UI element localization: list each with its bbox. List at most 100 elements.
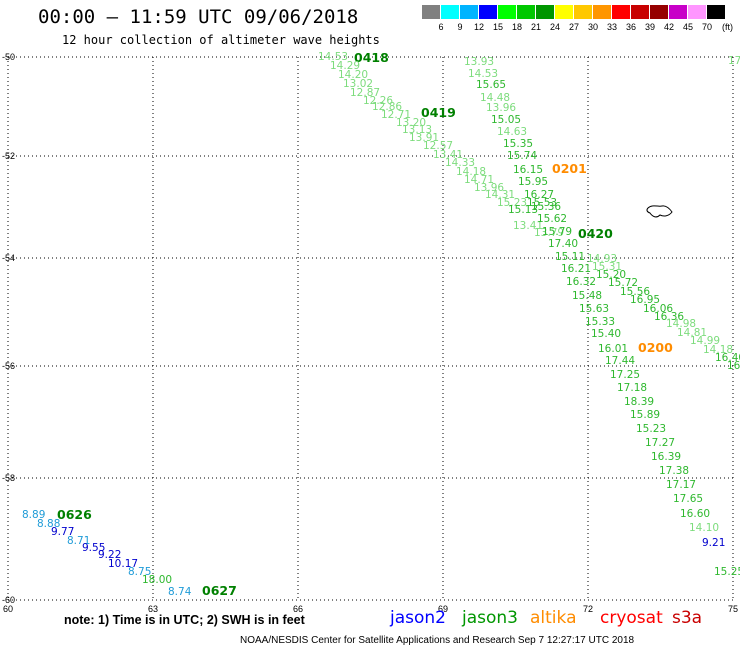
swh-value-label: 17.27 xyxy=(645,437,675,449)
swh-value-label: 13.96 xyxy=(474,182,504,194)
legend-tick: 18 xyxy=(511,22,522,32)
swh-value-label: 8.75 xyxy=(128,566,151,578)
swh-value-label: 9.21 xyxy=(702,537,725,549)
swh-value-label: 8.89 xyxy=(22,509,45,521)
legend-swatch xyxy=(574,5,593,19)
map-subtitle: 12 hour collection of altimeter wave hei… xyxy=(62,33,380,47)
legend-tick: 36 xyxy=(625,22,636,32)
legend-tick: 39 xyxy=(644,22,655,32)
satellite-altika: altika xyxy=(530,608,577,628)
legend-tick: 27 xyxy=(568,22,579,32)
swh-value-label: 16 xyxy=(727,360,740,372)
swh-value-label: 12.26 xyxy=(363,95,393,107)
satellite-cryosat: cryosat xyxy=(600,608,663,628)
swh-value-label: 17.17 xyxy=(666,479,696,491)
legend-tick: 30 xyxy=(587,22,598,32)
lon-tick-label: 72 xyxy=(583,604,593,614)
swh-value-label: 16.06 xyxy=(643,303,673,315)
swh-value-label: 9.55 xyxy=(82,542,105,554)
swh-value-label: 14.29 xyxy=(330,60,360,72)
swh-value-label: 16.39 xyxy=(651,451,681,463)
pass-time-label: 0418 xyxy=(354,50,389,65)
swh-value-label: 14.53 xyxy=(318,51,348,63)
swh-value-label: 14.31 xyxy=(485,189,515,201)
legend-swatch xyxy=(612,5,631,19)
pass-time-label: 0201 xyxy=(552,161,587,176)
legend-tick: 15 xyxy=(492,22,503,32)
swh-value-label: 13.13 xyxy=(402,124,432,136)
legend-swatch xyxy=(631,5,650,19)
legend-tick: 45 xyxy=(682,22,693,32)
pass-time-label: 0420 xyxy=(578,226,613,241)
swh-value-label: 14.10 xyxy=(689,522,719,534)
swh-value-label: 8.74 xyxy=(168,586,192,598)
swh-value-label: 13.41 xyxy=(513,220,543,232)
legend-tick: 6 xyxy=(438,22,444,32)
legend-tick: 21 xyxy=(530,22,541,32)
legend-swatch xyxy=(650,5,669,19)
swh-value-label: 12.87 xyxy=(350,87,380,99)
swh-value-label: 17.40 xyxy=(548,238,578,250)
swh-value-label: 8.88 xyxy=(37,518,60,530)
island-outline xyxy=(646,205,673,218)
swh-value-label: 15.79 xyxy=(542,226,572,238)
legend-swatch xyxy=(536,5,555,19)
swh-value-label: 16.60 xyxy=(680,508,710,520)
lat-tick-label: -50 xyxy=(2,52,15,62)
swh-value-label: 16.27 xyxy=(524,189,554,201)
legend-tick: 33 xyxy=(606,22,617,32)
swh-value-label: 15.25 xyxy=(714,566,740,578)
legend-tick: 70 xyxy=(701,22,712,32)
swh-value-label: 14.53 xyxy=(468,68,498,80)
legend-swatch xyxy=(669,5,688,19)
legend-swatch xyxy=(707,5,726,19)
credit-line: NOAA/NESDIS Center for Satellite Applica… xyxy=(240,635,635,646)
swh-value-label: 15.35 xyxy=(503,138,533,150)
swh-value-label: 17.25 xyxy=(610,369,640,381)
swh-value-label: 17.44 xyxy=(605,355,635,367)
legend-tick: 12 xyxy=(473,22,484,32)
pass-time-label: 0419 xyxy=(421,105,456,120)
lat-tick-label: -58 xyxy=(2,473,15,483)
swh-value-label: 14.33 xyxy=(445,157,475,169)
swh-value-label: 15.23 xyxy=(497,197,527,209)
swh-value-label: 18.39 xyxy=(624,396,654,408)
swh-value-label: 15.48 xyxy=(572,290,602,302)
swh-value-label: 15.11 xyxy=(555,251,585,263)
swh-value-label: 16.32 xyxy=(566,276,596,288)
lon-tick-label: 69 xyxy=(438,604,448,614)
legend-swatch xyxy=(517,5,536,19)
swh-value-label: 12.86 xyxy=(372,101,402,113)
swh-value-label: 17.38 xyxy=(659,465,689,477)
swh-value-label: 9.22 xyxy=(98,549,121,561)
legend-tick: 24 xyxy=(549,22,560,32)
swh-value-label: 14.93 xyxy=(587,253,617,265)
swh-labels: 041804190201042002000626062714.5314.2914… xyxy=(22,50,740,598)
swh-value-label: 9.77 xyxy=(51,526,74,538)
swh-value-label: 14.48 xyxy=(480,92,510,104)
swh-value-label: 16.15 xyxy=(513,164,543,176)
lat-tick-label: -54 xyxy=(2,253,15,263)
swh-value-label: 15.33 xyxy=(585,316,615,328)
lon-tick-label: 60 xyxy=(3,604,13,614)
legend-tick: 9 xyxy=(457,22,463,32)
swh-value-label: 13.20 xyxy=(396,117,426,129)
swh-value-label: 17 xyxy=(728,55,740,67)
swh-value-label: 14.18 xyxy=(703,344,733,356)
swh-value-label: 12.71 xyxy=(381,109,411,121)
legend-swatch xyxy=(441,5,460,19)
map-title: 00:00 – 11:59 UTC 09/06/2018 xyxy=(38,6,359,28)
pass-time-label: 0200 xyxy=(638,340,673,355)
swh-value-label: 14.98 xyxy=(666,318,696,330)
swh-value-label: 13.91 xyxy=(409,132,439,144)
lat-tick-label: -52 xyxy=(2,151,15,161)
swh-value-label: 16.21 xyxy=(561,263,591,275)
swh-value-label: 15.31 xyxy=(592,261,622,273)
swh-value-label: 15.56 xyxy=(620,286,650,298)
lat-tick-label: -56 xyxy=(2,361,15,371)
swh-value-label: 13.02 xyxy=(343,78,373,90)
lon-tick-label: 63 xyxy=(148,604,158,614)
swh-value-label: 15.40 xyxy=(591,328,621,340)
legend-swatch xyxy=(593,5,612,19)
